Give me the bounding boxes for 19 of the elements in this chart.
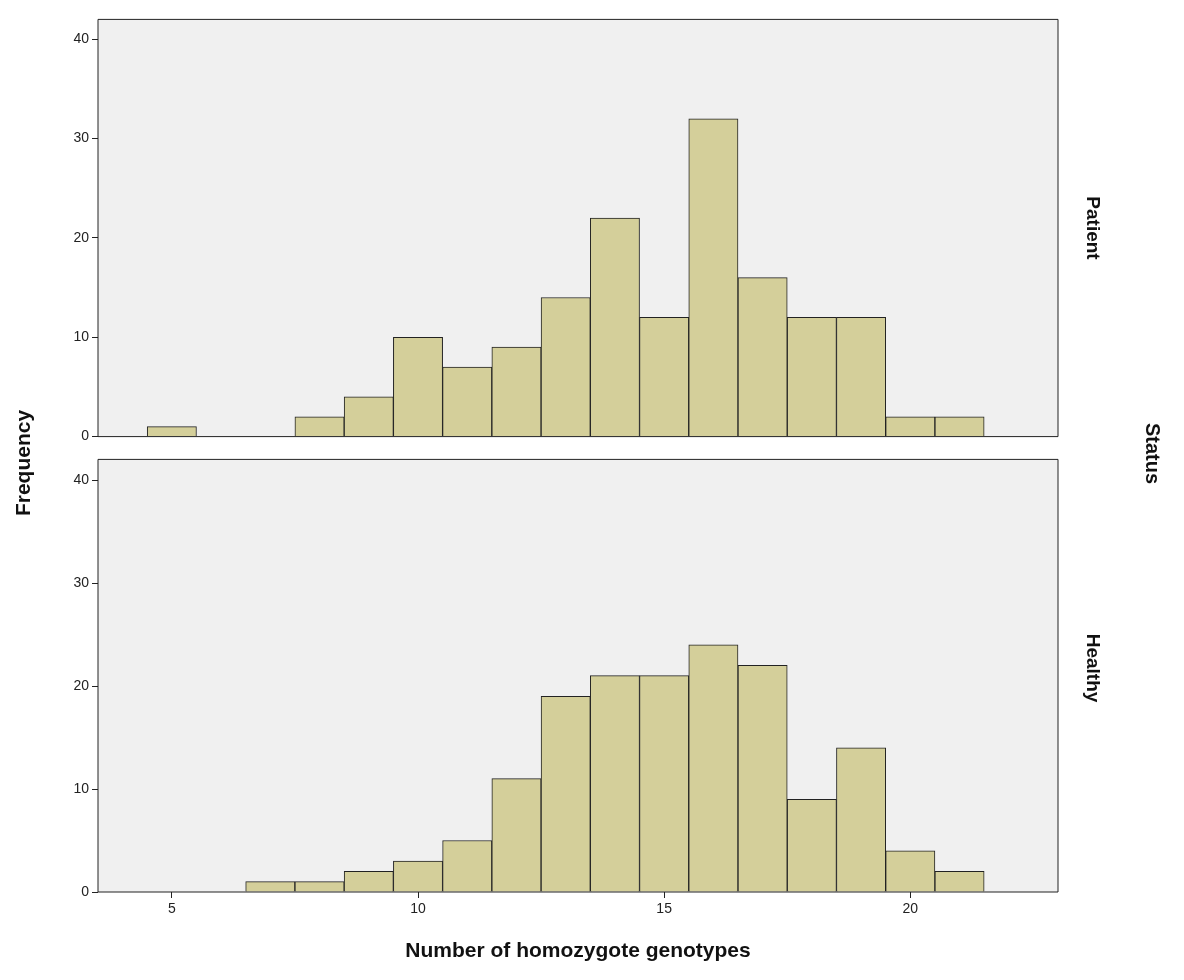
x-axis-title: Number of homozygote genotypes: [405, 938, 751, 962]
y-tick-label: 30: [73, 129, 90, 146]
y-tick-label: 40: [73, 470, 90, 487]
y-tick-label: 20: [73, 228, 90, 245]
y-tick-label: 0: [81, 427, 90, 444]
y2-axis-title: Healthy: [1082, 633, 1105, 703]
y-axis-title: Frequency: [11, 409, 35, 517]
y-tick-label: 10: [73, 328, 90, 345]
y2-axis-title: Patient: [1082, 196, 1105, 260]
x-tick-label: 20: [902, 900, 919, 917]
text: Status: [1141, 422, 1165, 484]
x-tick-label: 10: [410, 900, 426, 917]
y-tick-label: 30: [73, 573, 90, 590]
x-tick-label: 15: [656, 900, 673, 917]
y-tick-label: 10: [73, 779, 90, 796]
y-tick-label: 0: [81, 882, 90, 899]
y-tick-label: 20: [73, 676, 90, 693]
y-tick-label: 40: [73, 30, 90, 47]
x-tick-label: 5: [167, 900, 176, 917]
